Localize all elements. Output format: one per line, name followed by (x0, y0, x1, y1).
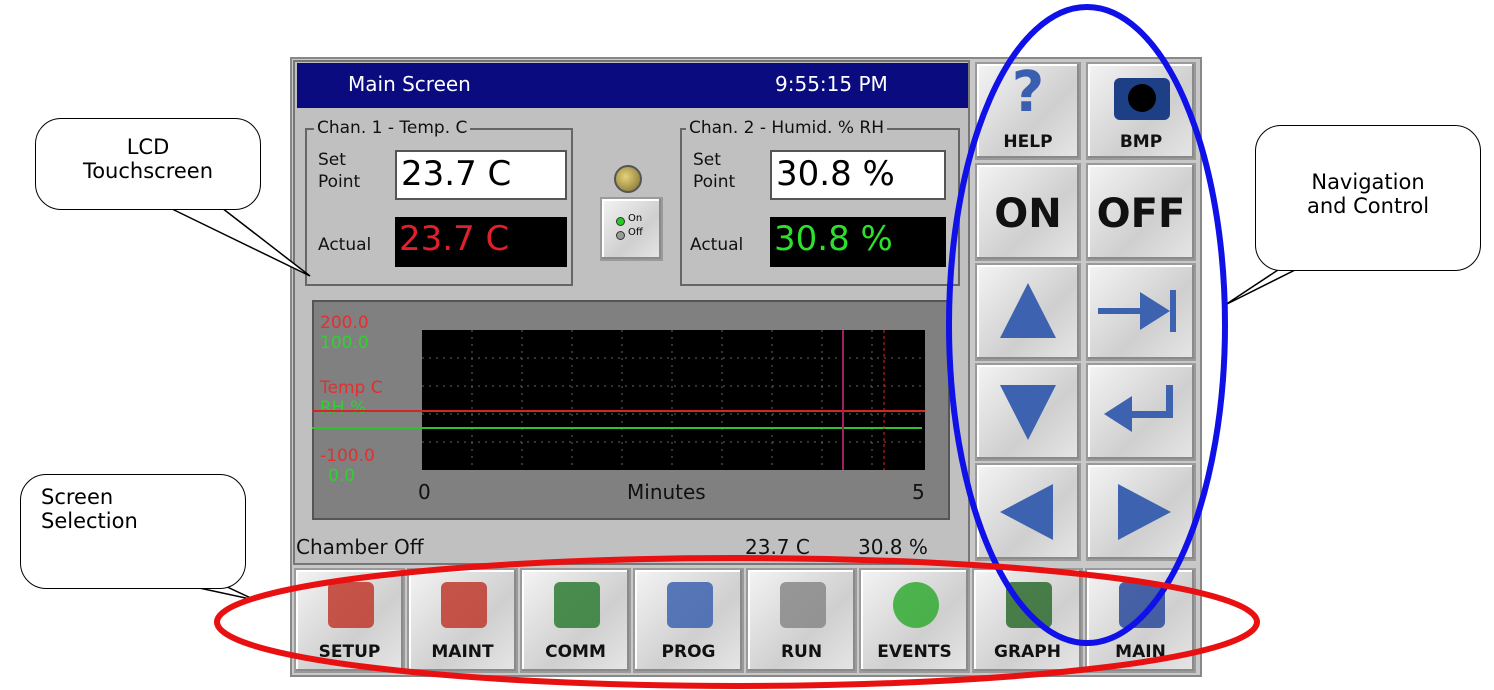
screen-button[interactable]: EVENTS (859, 568, 970, 673)
x-end: 5 (912, 480, 925, 504)
button-label: BMP (1088, 132, 1194, 152)
button-label: MAINT (409, 642, 516, 662)
button-label: MAIN (1087, 642, 1194, 662)
clock: 9:55:15 PM (775, 72, 888, 96)
actual-label: Actual (318, 235, 371, 255)
callout-line: and Control (1256, 194, 1480, 218)
callout: Screen Selection (20, 474, 246, 589)
x-label: Minutes (627, 480, 706, 504)
callout: LCD Touchscreen (35, 118, 261, 210)
off-label: Off (628, 227, 643, 238)
right-button[interactable] (1086, 463, 1196, 561)
set-label: Point (693, 172, 735, 192)
button-icon (1006, 582, 1052, 628)
callout-line: Screen (41, 485, 245, 509)
off-indicator (616, 231, 625, 240)
button-label: COMM (522, 642, 629, 662)
help-button[interactable]: ? HELP (975, 62, 1081, 160)
rh-label: RH % (320, 398, 366, 418)
screen-button[interactable]: PROG (633, 568, 744, 673)
up-button[interactable] (975, 263, 1081, 361)
callout-line: LCD (36, 135, 260, 159)
camera-lens (1128, 84, 1156, 112)
button-icon (893, 582, 939, 628)
button-label: ON (977, 191, 1079, 237)
temp-label: Temp C (320, 378, 383, 398)
screen-button[interactable]: COMM (520, 568, 631, 673)
callout-line: Navigation (1256, 170, 1480, 194)
temp-min: -100.0 (320, 446, 375, 466)
status-rh: 30.8 % (858, 535, 928, 559)
screen-button[interactable]: MAIN (1085, 568, 1196, 673)
button-icon (1119, 582, 1165, 628)
button-icon (328, 582, 374, 628)
callout: Navigation and Control (1255, 125, 1481, 271)
set-point-field[interactable]: 23.7 C (395, 150, 567, 200)
button-label: HELP (977, 132, 1079, 152)
button-icon (554, 582, 600, 628)
button-label: GRAPH (974, 642, 1081, 662)
screen-button[interactable]: RUN (746, 568, 857, 673)
screen-button[interactable]: MAINT (407, 568, 518, 673)
on-button[interactable]: ON (975, 163, 1081, 261)
status-temp: 23.7 C (745, 535, 810, 559)
annotated-screenshot: Main Screen 9:55:15 PM Chan. 1 - Temp. C… (0, 0, 1494, 690)
screen-title: Main Screen (348, 72, 471, 96)
on-label: On (628, 213, 642, 224)
left-button[interactable] (975, 463, 1081, 561)
callout-pointer (170, 208, 310, 276)
set-label: Point (318, 172, 360, 192)
temp-max: 200.0 (320, 313, 369, 333)
on-indicator (616, 217, 625, 226)
set-label: Set (693, 150, 721, 170)
off-button[interactable]: OFF (1086, 163, 1196, 261)
button-icon (780, 582, 826, 628)
status-knob (614, 165, 642, 193)
callout-line: Selection (41, 509, 245, 533)
screen-button[interactable]: SETUP (294, 568, 405, 673)
rh-min: 0.0 (328, 466, 355, 486)
set-label: Set (318, 150, 346, 170)
button-label: PROG (635, 642, 742, 662)
channel-label: Chan. 2 - Humid. % RH (686, 118, 887, 138)
actual-label: Actual (690, 235, 743, 255)
bmp-button[interactable]: BMP (1086, 62, 1196, 160)
button-label: EVENTS (861, 642, 968, 662)
enter-button[interactable] (1086, 363, 1196, 461)
callout-line: Touchscreen (36, 159, 260, 183)
chamber-state: Chamber Off (296, 535, 423, 559)
button-icon (441, 582, 487, 628)
button-label: OFF (1088, 191, 1194, 237)
channel-label: Chan. 1 - Temp. C (314, 118, 470, 138)
set-point-field[interactable]: 30.8 % (770, 150, 946, 200)
tab-button[interactable] (1086, 263, 1196, 361)
screen-button[interactable]: GRAPH (972, 568, 1083, 673)
button-label: RUN (748, 642, 855, 662)
plot-area (422, 330, 925, 470)
button-icon (667, 582, 713, 628)
button-label: SETUP (296, 642, 403, 662)
help-icon: ? (977, 60, 1079, 125)
down-button[interactable] (975, 363, 1081, 461)
actual-readout: 23.7 C (395, 217, 567, 267)
rh-max: 100.0 (320, 333, 369, 353)
x-start: 0 (418, 480, 431, 504)
actual-readout: 30.8 % (770, 217, 946, 267)
